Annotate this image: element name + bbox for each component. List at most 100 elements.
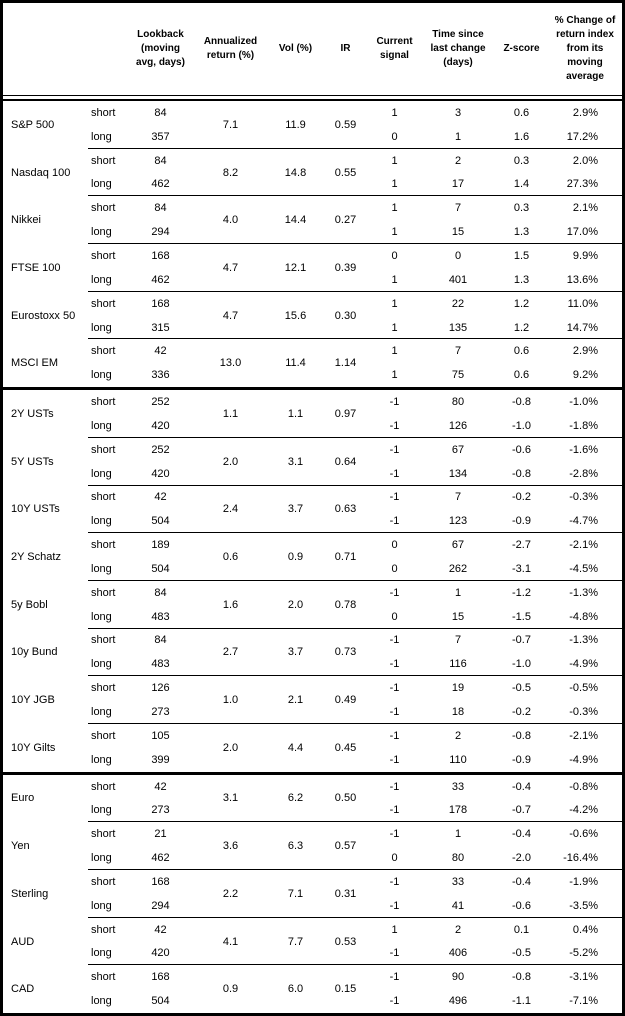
annualized-return-value: 2.7 xyxy=(222,646,239,659)
signal-value: 1 xyxy=(391,297,398,310)
ir-value: 0.39 xyxy=(334,261,357,274)
pct-change-value: -1.0% xyxy=(569,396,598,409)
pct-change-value: -3.5% xyxy=(569,899,598,912)
time-since-change-value: 75 xyxy=(451,369,465,382)
annualized-return-value: 3.1 xyxy=(222,792,239,805)
horizon-label: long xyxy=(91,273,112,286)
z-score-value: -0.6 xyxy=(512,899,531,912)
asset-group: 10y Bund 2.7 3.7 0.73 short 84 -1 7 -0.7 -1.3% lon… xyxy=(3,629,622,677)
annualized-return-value: 1.6 xyxy=(222,598,239,611)
pct-change-value: -16.4% xyxy=(563,852,598,865)
lookback-value: 420 xyxy=(151,419,170,432)
time-since-change-value: 2 xyxy=(454,923,462,936)
vol-value: 12.1 xyxy=(284,261,307,274)
lookback-value: 42 xyxy=(154,491,167,504)
vol-value: 2.0 xyxy=(287,598,304,611)
asset-label: 5y Bobl xyxy=(11,598,48,611)
time-since-change-value: 15 xyxy=(451,610,465,623)
signal-value: -1 xyxy=(389,419,400,432)
asset-label: 2Y Schatz xyxy=(11,551,61,564)
asset-group: FTSE 100 4.7 12.1 0.39 short 168 0 0 1.5 9.9% long… xyxy=(3,244,622,292)
horizon-label: short xyxy=(91,586,116,599)
signal-value: -1 xyxy=(389,971,400,984)
z-score-value: 1.3 xyxy=(513,273,530,286)
z-score-value: -2.7 xyxy=(512,539,531,552)
pct-change-value: -4.8% xyxy=(569,610,598,623)
column-header-ir: IR xyxy=(340,43,351,54)
z-score-value: -0.2 xyxy=(512,706,531,719)
asset-group: AUD 4.1 7.7 0.53 short 42 1 2 0.1 0.4% long 420 -1 40… xyxy=(3,918,622,966)
ir-value: 0.15 xyxy=(334,983,357,996)
annualized-return-value: 1.0 xyxy=(222,694,239,707)
horizon-label: short xyxy=(91,491,116,504)
z-score-value: -2.0 xyxy=(512,852,531,865)
ir-value: 0.59 xyxy=(334,118,357,131)
horizon-label: long xyxy=(91,419,112,432)
pct-change-value: 17.2% xyxy=(566,130,598,143)
asset-group: Eurostoxx 50 4.7 15.6 0.30 short 168 1 22 1.2 11.… xyxy=(3,292,622,340)
table-body: S&P 500 7.1 11.9 0.59 short 84 1 3 0.6 2.9% long 35… xyxy=(3,101,622,1013)
time-since-change-value: 1 xyxy=(454,130,462,143)
horizon-label: short xyxy=(91,396,116,409)
pct-change-value: -1.6% xyxy=(569,443,598,456)
lookback-value: 84 xyxy=(154,586,167,599)
signal-value: 0 xyxy=(391,539,398,552)
vol-value: 4.4 xyxy=(287,741,304,754)
column-header-vol: Vol (%) xyxy=(278,43,313,54)
header-separator-thick-line xyxy=(3,99,622,101)
z-score-value: -0.4 xyxy=(512,828,531,841)
z-score-value: -0.8 xyxy=(512,971,531,984)
time-since-change-value: 7 xyxy=(454,634,462,647)
time-since-change-value: 406 xyxy=(448,947,468,960)
horizon-label: long xyxy=(91,947,112,960)
pct-change-value: -4.9% xyxy=(569,658,598,671)
horizon-label: long xyxy=(91,369,112,382)
lookback-value: 42 xyxy=(154,345,167,358)
asset-label: 10Y JGB xyxy=(11,694,55,707)
lookback-value: 420 xyxy=(151,947,170,960)
horizon-label: long xyxy=(91,226,112,239)
lookback-value: 315 xyxy=(151,321,170,334)
vol-value: 6.3 xyxy=(287,840,304,853)
time-since-change-value: 1 xyxy=(454,586,462,599)
z-score-value: -0.9 xyxy=(512,515,531,528)
signal-value: -1 xyxy=(389,467,400,480)
column-header-time-since-change: Time since last change (days) xyxy=(430,29,486,68)
asset-label: AUD xyxy=(11,935,35,948)
asset-group: 2Y Schatz 0.6 0.9 0.71 short 189 0 67 -2.7 -2.1% l… xyxy=(3,533,622,581)
lookback-value: 189 xyxy=(151,539,170,552)
lookback-value: 84 xyxy=(154,154,167,167)
signal-value: -1 xyxy=(389,658,400,671)
asset-group: Euro 3.1 6.2 0.50 short 42 -1 33 -0.4 -0.8% long 27… xyxy=(3,775,622,823)
pct-change-value: 11.0% xyxy=(567,297,598,310)
asset-section-bonds: 2Y USTs 1.1 1.1 0.97 short 252 -1 80 -0.8 -1.0% lo… xyxy=(3,387,622,772)
z-score-value: 0.3 xyxy=(513,154,530,167)
pct-change-value: -7.1% xyxy=(569,995,598,1008)
lookback-value: 504 xyxy=(151,515,170,528)
pct-change-value: 27.3% xyxy=(566,178,598,191)
horizon-label: long xyxy=(91,321,112,334)
time-since-change-value: 1 xyxy=(454,828,462,841)
annualized-return-value: 2.0 xyxy=(222,455,239,468)
lookback-value: 357 xyxy=(151,130,170,143)
pct-change-value: -1.8% xyxy=(569,419,598,432)
time-since-change-value: 2 xyxy=(454,154,462,167)
horizon-label: short xyxy=(91,828,116,841)
z-score-value: -0.4 xyxy=(512,780,531,793)
pct-change-value: -4.7% xyxy=(569,515,598,528)
header-separator-gap xyxy=(3,96,622,99)
asset-label: 5Y USTs xyxy=(11,455,54,468)
horizon-label: long xyxy=(91,610,112,623)
ir-value: 0.63 xyxy=(334,503,357,516)
z-score-value: 1.3 xyxy=(513,226,530,239)
pct-change-value: 2.1% xyxy=(572,202,598,215)
horizon-label: long xyxy=(91,467,112,480)
signal-value: 1 xyxy=(391,369,398,382)
annualized-return-value: 8.2 xyxy=(222,166,239,179)
lookback-value: 294 xyxy=(151,899,170,912)
signal-value: -1 xyxy=(389,396,400,409)
time-since-change-value: 401 xyxy=(448,273,468,286)
time-since-change-value: 67 xyxy=(451,443,465,456)
horizon-label: short xyxy=(91,345,116,358)
time-since-change-value: 7 xyxy=(454,202,462,215)
